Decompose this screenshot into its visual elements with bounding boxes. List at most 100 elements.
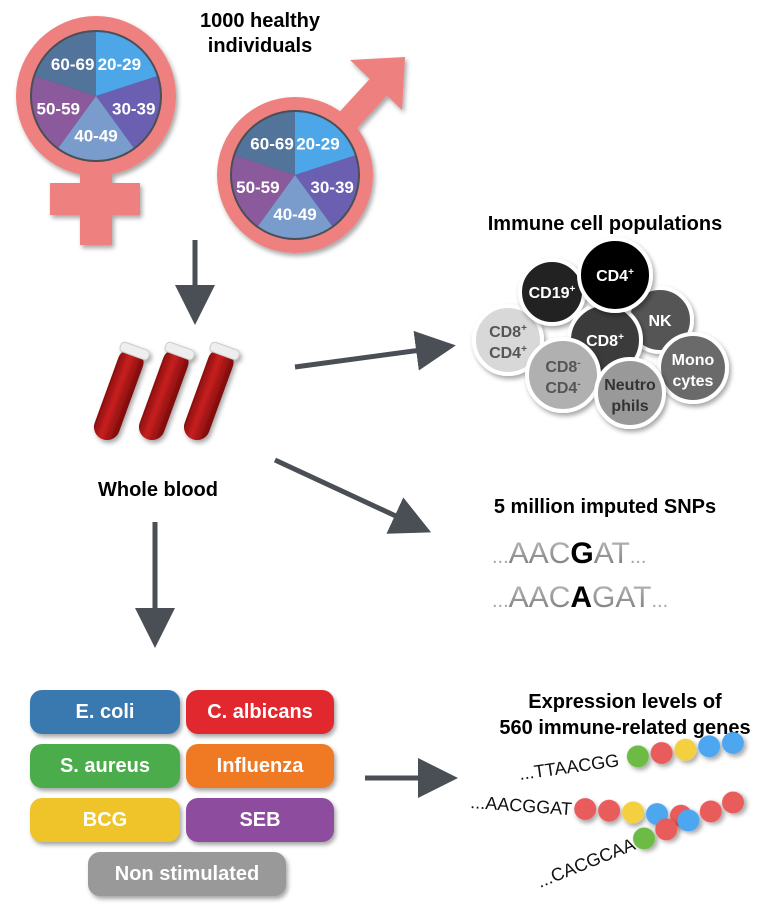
svg-text:CD19+: CD19+ [529,284,576,302]
title-line-1: 1000 healthy [200,10,321,32]
cell-label-line2: CD4 [545,380,577,397]
pie-slice-20-29 [295,112,355,175]
cell-cd8cd4: CD8+CD4+ [472,304,544,376]
expression-title-line-1: Expression levels of [528,691,722,713]
snps-title: 5 million imputed SNPs [494,496,716,518]
expression-bead [677,809,700,832]
cell-label-sup: + [570,284,576,295]
snp-sequences: ...AACGAT... ...AACAGAT... [492,537,668,614]
cell-cd19: CD19+ [518,258,586,326]
cell-cd4: CD4+ [577,237,653,313]
expression-bead [698,735,721,758]
snp-row: ...AACGAT... [492,537,646,570]
cell-label-sup: + [521,323,527,334]
expression-bead [633,827,656,850]
svg-text:Mono: Mono [672,352,715,369]
cell-label: NK [648,313,672,330]
pie-slice-20-29 [96,32,157,96]
cell-label-line2: phils [611,398,648,415]
stimulus-s-aureus: S. aureus [30,744,180,788]
cell-label-sup: - [577,379,580,390]
title-line-2: individuals [208,35,312,57]
expression-bead [721,732,744,755]
gene-sequence: ...AACGGAT [470,792,573,819]
female-age-pie: 20-29 30-39 40-49 50-59 60-69 [30,30,162,162]
expression-title-line-2: 560 immune-related genes [499,717,750,739]
stimulus-non-stimulated: Non stimulated [88,852,286,896]
snp-variant: A [570,581,592,614]
snp-row: ...AACAGAT... [492,581,668,614]
cell-label-sup: - [577,358,580,369]
cell-label-sup: + [521,344,527,355]
pie-label: 60-69 [250,134,293,153]
pie-slice-60-69 [235,112,295,175]
pie-slice-30-39 [295,155,358,226]
pie-label: 60-69 [51,55,94,74]
immune-title: Immune cell populations [488,213,722,235]
pie-label: 30-39 [112,99,155,118]
gene-sequence: ...TTAACGG [518,750,620,784]
cell-label: CD8 [545,359,577,376]
pie-slice-50-59 [32,76,96,148]
expression-bead [674,738,697,761]
cell-label: CD8 [489,324,521,341]
stimulus-e-coli: E. coli [30,690,180,734]
svg-text:NK: NK [648,313,672,330]
cell-monocytes: Mono cytes [657,332,729,404]
cell-label: Mono [672,352,715,369]
pie-slice-60-69 [35,32,96,96]
stimulus-c-albicans: C. albicans [186,690,334,734]
arrow-to-snps [273,457,432,534]
arrow-to-immune-cells [294,330,456,371]
expression-bead [622,801,645,824]
cell-label-sup: + [618,332,624,343]
expression-bead [598,799,621,822]
svg-text:CD4+: CD4+ [489,344,527,362]
pie-label: 20-29 [98,55,141,74]
stimulus-influenza: Influenza [186,744,334,788]
cell-neutrophils: Neutro phils [594,357,666,429]
svg-text:CD8+: CD8+ [586,332,624,350]
pie-label: 50-59 [37,99,80,118]
cell-label: CD19 [529,285,570,302]
cell-label-sup: + [628,267,634,278]
pie-slice-30-39 [96,76,161,148]
expression-bead [722,791,745,814]
svg-text:cytes: cytes [673,373,714,390]
pie-label: 40-49 [74,127,117,146]
svg-text:CD4+: CD4+ [596,267,634,285]
cell-cd8cd4: CD8-CD4- [525,337,601,413]
pie-slice-50-59 [232,155,295,226]
pie-label: 30-39 [310,178,353,197]
expression-bead [574,798,597,821]
stimulus-bcg: BCG [30,798,180,842]
cell-label: Neutro [604,377,656,394]
whole-blood-label: Whole blood [98,479,218,501]
cell-label: CD4 [596,268,628,285]
male-age-pie: 20-29 30-39 40-49 50-59 60-69 [230,110,360,240]
svg-text:CD8-: CD8- [545,358,580,376]
snp-variant: G [570,537,593,570]
svg-text:CD8+: CD8+ [489,323,527,341]
expression-bead [699,800,722,823]
stimulus-seb: SEB [186,798,334,842]
svg-text:Neutro: Neutro [604,377,656,394]
expression-bead [650,742,673,765]
blood-tubes-icon [93,341,240,441]
cell-label: CD8 [586,333,618,350]
pie-label: 50-59 [236,178,279,197]
gene-sequence: ...CACGCAA [534,834,638,892]
svg-text:phils: phils [611,398,648,415]
expression-bead [626,745,649,768]
cell-label-line2: CD4 [489,345,521,362]
svg-text:CD4-: CD4- [545,379,580,397]
pie-label: 40-49 [273,205,316,224]
pie-slice-40-49 [58,96,134,160]
arrows [135,240,458,798]
cell-label-line2: cytes [673,373,714,390]
expression-bead [655,818,678,841]
pie-slice-40-49 [257,175,333,239]
